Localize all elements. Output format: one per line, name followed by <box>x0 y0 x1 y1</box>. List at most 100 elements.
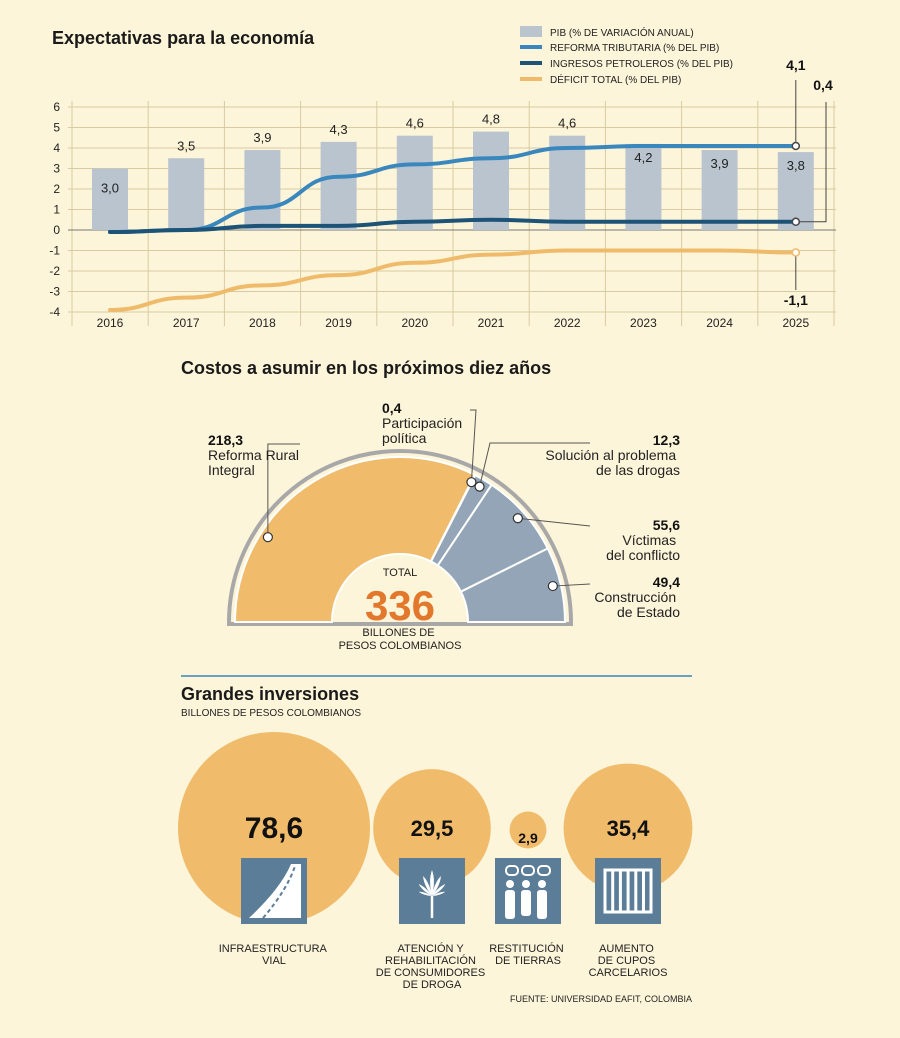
x-tick-label: 2024 <box>706 316 733 330</box>
cost-leader-line <box>470 409 477 483</box>
investment-bubble <box>373 769 491 887</box>
x-tick-label: 2018 <box>249 316 276 330</box>
x-tick-label: 2025 <box>782 316 809 330</box>
investments-subtitle: BILLONES DE PESOS COLOMBIANOS <box>181 708 361 719</box>
x-tick-label: 2021 <box>478 316 505 330</box>
x-tick-label: 2019 <box>325 316 352 330</box>
cost-marker <box>547 580 558 592</box>
costs-chart: Costos a asumir en los próximos diez año… <box>181 358 680 652</box>
cost-leader-line <box>517 517 591 527</box>
gdp-bar <box>168 158 205 230</box>
legend-label: INGRESOS PETROLEROS (% DEL PIB) <box>550 59 733 70</box>
cost-value-label: 12,3 <box>653 432 680 448</box>
investment-value-label: 35,4 <box>607 816 651 841</box>
reforma-end-label: 4,1 <box>786 57 806 73</box>
cost-name-label: Solución al problema de las drogas <box>545 447 680 478</box>
gdp-bar <box>244 150 281 230</box>
cost-marker <box>512 513 523 524</box>
semicircle-frame <box>227 449 573 623</box>
costs-chart-title: Costos a asumir en los próximos diez año… <box>181 358 551 378</box>
reforma-line <box>108 143 798 235</box>
cost-value-label: 55,6 <box>653 517 680 533</box>
gdp-bar <box>320 141 357 230</box>
bar-value-label: 4,6 <box>558 116 576 131</box>
investment-bubble <box>509 811 547 849</box>
economy-chart-title: Expectativas para la economía <box>52 28 315 48</box>
gdp-bars <box>92 131 814 230</box>
deficit-line <box>108 248 798 312</box>
petroleo-line <box>108 217 798 235</box>
investment-name-label: INFRAESTRUCTURA VIAL <box>219 943 330 967</box>
cost-marker <box>262 532 273 543</box>
bar-value-label: 4,6 <box>406 116 424 131</box>
total-value: 336 <box>365 582 435 629</box>
investment-value-label: 78,6 <box>245 812 303 845</box>
cost-leader-line <box>552 583 591 587</box>
y-tick-label: 0 <box>53 223 60 237</box>
investment-name-label: AUMENTO DE CUPOS CARCELARIOS <box>589 943 668 979</box>
investments-chart-title: Grandes inversiones <box>181 684 359 704</box>
y-tick-label: -1 <box>49 244 60 258</box>
x-tick-label: 2016 <box>97 316 124 330</box>
series-end-marker <box>791 248 801 257</box>
y-tick-label: 5 <box>53 121 60 135</box>
x-tick-label: 2020 <box>401 316 428 330</box>
total-unit: BILLONES DE PESOS COLOMBIANOS <box>339 627 462 652</box>
gdp-bar <box>549 135 586 230</box>
bar-value-label: 3,0 <box>101 181 119 196</box>
y-tick-label: -2 <box>49 264 60 278</box>
gdp-bar <box>777 152 814 230</box>
y-tick-label: 4 <box>53 141 60 155</box>
bar-value-label: 3,5 <box>177 138 195 153</box>
y-tick-label: -3 <box>49 285 60 299</box>
cost-value-label: 0,4 <box>382 400 402 416</box>
y-tick-label: 3 <box>53 162 60 176</box>
cost-name-label: Reforma Rural Integral <box>208 447 303 478</box>
economy-lines <box>108 141 801 312</box>
bar-value-label: 4,8 <box>482 112 500 127</box>
x-tick-label: 2022 <box>554 316 581 330</box>
investment-name-label: RESTITUCIÓN DE TIERRAS <box>489 942 567 967</box>
series-end-marker <box>791 141 801 151</box>
y-tick-label: 2 <box>53 182 60 196</box>
investment-name-label: ATENCIÓN Y REHABILITACIÓN DE CONSUMIDORE… <box>376 942 488 991</box>
economy-labels: 3,0 3,5 3,9 4,3 4,6 4,8 4,6 4,2 3,9 3,8 4,1 0,4 -1,1 <box>101 57 833 308</box>
legend-label: REFORMA TRIBUTARIA (% DEL PIB) <box>550 43 719 54</box>
investment-bubbles: 78,6 INFRAESTRUCTURA VIAL 29,5 ATENCIÓN Y R… <box>178 732 693 991</box>
cost-value-label: 49,4 <box>653 574 680 590</box>
petroleo-end-label: 0,4 <box>813 77 833 93</box>
cost-name-label: Construcción de Estado <box>594 589 680 620</box>
cost-marker <box>466 477 477 488</box>
gdp-bar <box>396 135 433 230</box>
bar-value-label: 3,9 <box>253 130 271 145</box>
cost-segment <box>459 547 567 623</box>
cost-marker <box>474 481 485 492</box>
bar-value-label: 4,3 <box>330 122 348 137</box>
investment-value-label: 2,9 <box>518 830 538 846</box>
economy-chart: Expectativas para la economía PIB (% DE … <box>49 26 836 330</box>
gdp-bar <box>92 168 128 230</box>
legend-swatch-bar <box>520 26 542 37</box>
y-tick-label: -4 <box>49 305 60 319</box>
leader-line <box>799 102 827 223</box>
cost-name-label: Participación política <box>382 415 466 446</box>
investment-value-label: 29,5 <box>411 816 454 841</box>
family-icon <box>495 858 561 924</box>
legend-label: DÉFICIT TOTAL (% DEL PIB) <box>550 73 681 86</box>
gdp-bar <box>473 131 509 230</box>
gdp-bar <box>625 143 662 230</box>
total-label: TOTAL <box>383 567 417 579</box>
cannabis-leaf-icon <box>399 858 465 924</box>
investments-chart: Grandes inversiones BILLONES DE PESOS CO… <box>178 684 693 1004</box>
series-end-marker <box>791 217 801 227</box>
cost-segment <box>233 456 477 623</box>
cost-value-label: 218,3 <box>208 432 243 448</box>
x-tick-label: 2023 <box>630 316 657 330</box>
bar-value-label: 4,2 <box>634 150 652 165</box>
x-tick-label: 2017 <box>173 316 200 330</box>
y-tick-label: 1 <box>53 203 60 217</box>
bar-value-label: 3,8 <box>787 158 805 173</box>
bar-value-label: 3,9 <box>711 156 729 171</box>
